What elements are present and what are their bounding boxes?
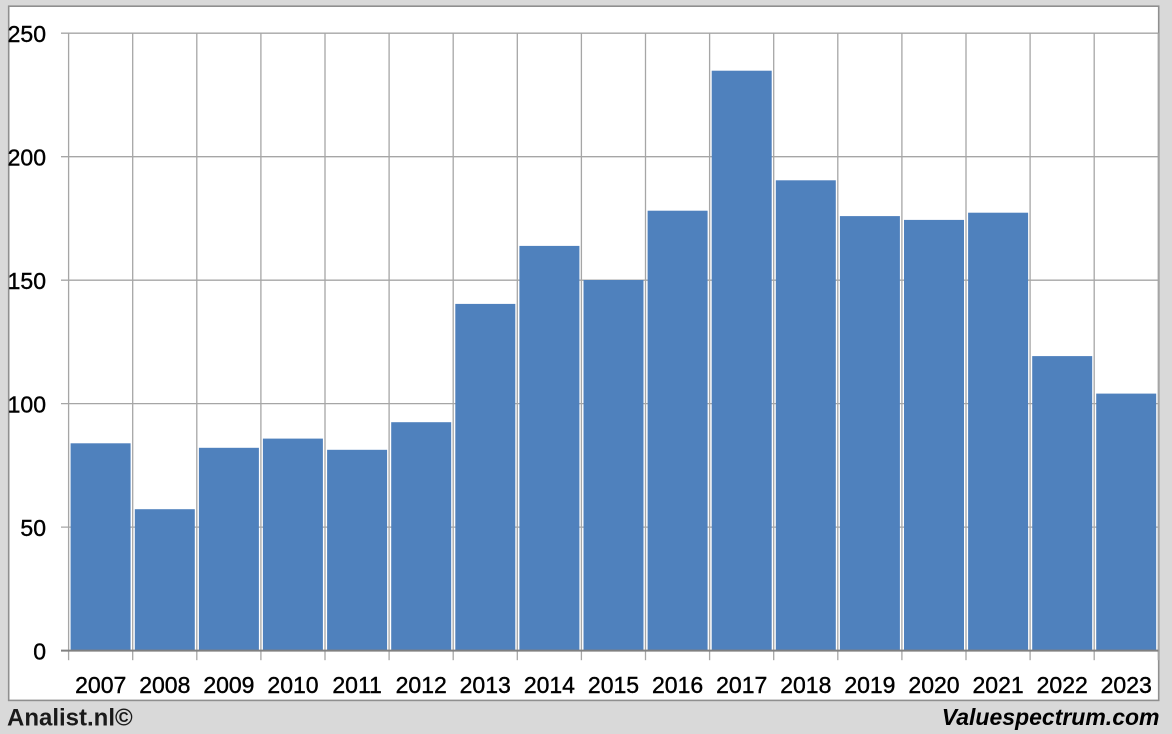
svg-text:150: 150 (8, 268, 46, 294)
svg-text:2010: 2010 (267, 672, 318, 698)
svg-text:2017: 2017 (716, 672, 767, 698)
svg-text:2019: 2019 (844, 672, 895, 698)
svg-text:Valuespectrum.com: Valuespectrum.com (942, 704, 1160, 730)
svg-text:2021: 2021 (973, 672, 1024, 698)
svg-text:2023: 2023 (1101, 672, 1152, 698)
svg-text:2022: 2022 (1037, 672, 1088, 698)
svg-text:2013: 2013 (460, 672, 511, 698)
svg-text:2020: 2020 (908, 672, 959, 698)
svg-text:2011: 2011 (332, 672, 381, 698)
svg-text:2015: 2015 (588, 672, 639, 698)
svg-text:50: 50 (20, 515, 46, 541)
svg-text:2008: 2008 (139, 672, 190, 698)
svg-text:100: 100 (8, 392, 46, 418)
svg-text:2009: 2009 (203, 672, 254, 698)
svg-text:250: 250 (8, 21, 46, 47)
svg-text:2016: 2016 (652, 672, 703, 698)
svg-text:2018: 2018 (780, 672, 831, 698)
svg-text:Analist.nl©: Analist.nl© (7, 705, 133, 732)
svg-text:200: 200 (8, 145, 46, 171)
svg-text:2012: 2012 (396, 672, 447, 698)
svg-text:2007: 2007 (75, 672, 126, 698)
svg-text:2014: 2014 (524, 672, 575, 698)
svg-text:0: 0 (33, 639, 46, 665)
